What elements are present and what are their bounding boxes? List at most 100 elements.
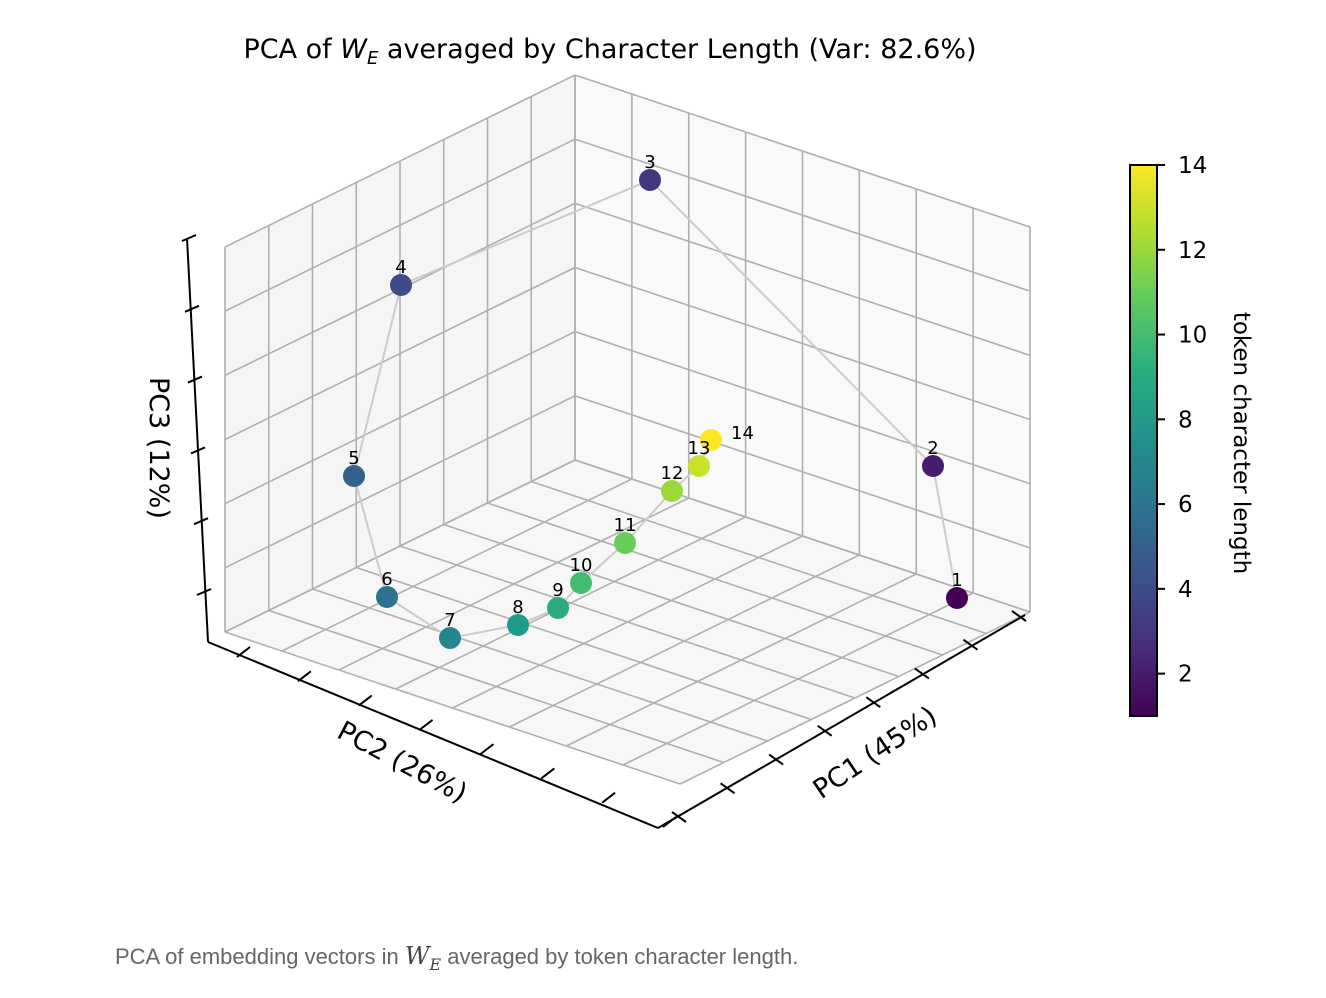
- y-axis-line: [207, 641, 659, 829]
- data-point-6: [376, 586, 398, 608]
- colorbar-label: token character length: [1228, 312, 1254, 574]
- caption-suffix: averaged by token character length.: [441, 944, 799, 969]
- colorbar-tick-label: 6: [1178, 492, 1193, 518]
- y-axis-label: PC2 (26%): [332, 715, 472, 809]
- gridline: [574, 138, 1031, 292]
- point-label-13: 13: [688, 438, 711, 459]
- point-label-14: 14: [731, 423, 754, 444]
- point-label-5: 5: [348, 448, 359, 469]
- x-axis-label: PC1 (45%): [808, 700, 943, 805]
- caption-math-base: W: [404, 942, 430, 970]
- colorbar: 2 4 6 8 10 12 14 token character length: [1129, 153, 1254, 717]
- figure-caption: PCA of embedding vectors in WE averaged …: [115, 942, 798, 974]
- gridline: [224, 74, 576, 248]
- chart-title-math-sub: E: [366, 48, 379, 69]
- y-axis-tick: [418, 719, 434, 731]
- y-axis-tick: [358, 694, 373, 707]
- point-label-6: 6: [381, 569, 392, 590]
- x-axis-tick: [962, 638, 979, 651]
- point-label-10: 10: [570, 555, 593, 576]
- gridline: [355, 566, 812, 721]
- gridlines: [224, 74, 1031, 785]
- series-line: [352, 178, 958, 640]
- gridline: [574, 330, 1031, 485]
- gridline: [574, 266, 1031, 421]
- gridline: [312, 588, 768, 742]
- gridline: [399, 545, 856, 699]
- gridline: [224, 631, 681, 785]
- y-axis-tick: [236, 646, 251, 658]
- gridline: [224, 330, 576, 505]
- gridline: [224, 266, 576, 441]
- z-axis-label: PC3 (12%): [143, 377, 174, 519]
- caption-math-sub: E: [429, 955, 442, 974]
- y-axis-tick: [479, 743, 495, 755]
- data-point-8: [507, 614, 529, 636]
- colorbar-tick-label: 2: [1178, 662, 1193, 688]
- gridline: [574, 74, 1031, 228]
- data-point-13: [688, 455, 710, 477]
- x-axis-tick: [671, 811, 687, 823]
- colorbar-tick-label: 4: [1178, 577, 1193, 603]
- data-point-9: [547, 597, 569, 619]
- data-point-4: [390, 274, 412, 296]
- chart-title: PCA of WE averaged by Character Length (…: [0, 34, 1220, 69]
- gridline: [622, 592, 974, 766]
- y-axis-tick: [601, 791, 616, 804]
- z-axis-tick: [187, 375, 203, 384]
- chart-title-math: WE: [340, 34, 378, 69]
- point-label-8: 8: [512, 597, 523, 618]
- caption-prefix: PCA of embedding vectors in: [115, 944, 405, 969]
- z-axis-tick: [193, 517, 209, 526]
- colorbar-ticks: 2 4 6 8 10 12 14: [1157, 153, 1207, 688]
- x-axis-tick: [865, 696, 881, 708]
- caption-math: WE: [404, 942, 441, 974]
- gridline: [679, 611, 1031, 785]
- colorbar-tick-label: 10: [1178, 323, 1207, 349]
- x-axis-tick: [1011, 610, 1027, 622]
- y-axis-tick: [540, 767, 555, 780]
- z-axis-line: [186, 237, 209, 643]
- chart-title-suffix: averaged by Character Length (Var: 82.6%…: [378, 34, 977, 65]
- x-axis-line: [657, 614, 1026, 829]
- axes: [181, 234, 1027, 829]
- colorbar-tick-label: 14: [1178, 153, 1207, 179]
- data-point-12: [661, 480, 683, 502]
- x-axis-tick: [817, 725, 833, 737]
- x-axis-tick: [768, 753, 784, 766]
- y-axis-tick: [662, 816, 677, 828]
- data-points: [343, 169, 968, 649]
- point-label-9: 9: [552, 580, 563, 601]
- z-axis-tick: [184, 304, 200, 313]
- z-axis-tick: [181, 234, 197, 242]
- data-point-11: [614, 532, 636, 554]
- point-label-2: 2: [927, 438, 938, 459]
- point-label-4: 4: [395, 257, 406, 278]
- data-point-5: [343, 465, 365, 487]
- colorbar-tick-label: 12: [1178, 238, 1207, 264]
- z-axis-tick: [196, 588, 212, 596]
- data-point-14: [700, 429, 722, 451]
- chart-title-prefix: PCA of: [243, 34, 341, 65]
- gridline: [224, 459, 576, 633]
- z-axis-tick: [190, 446, 206, 455]
- data-point-2: [922, 455, 944, 477]
- data-point-7: [439, 627, 461, 649]
- data-point-1: [946, 587, 968, 609]
- chart-title-math-base: W: [340, 34, 367, 65]
- gridline: [268, 609, 725, 764]
- gridline: [509, 554, 860, 728]
- point-label-12: 12: [661, 463, 684, 484]
- y-axis-tick: [297, 670, 312, 683]
- gridline: [574, 202, 1031, 357]
- x-axis-tick: [719, 782, 736, 795]
- colorbar-gradient: [1129, 164, 1158, 717]
- gridline: [565, 573, 917, 747]
- point-label-11: 11: [614, 515, 637, 536]
- gridline: [574, 395, 1031, 549]
- data-point-3: [639, 169, 661, 191]
- axis-panes: [223, 74, 1032, 785]
- gridline: [224, 395, 576, 569]
